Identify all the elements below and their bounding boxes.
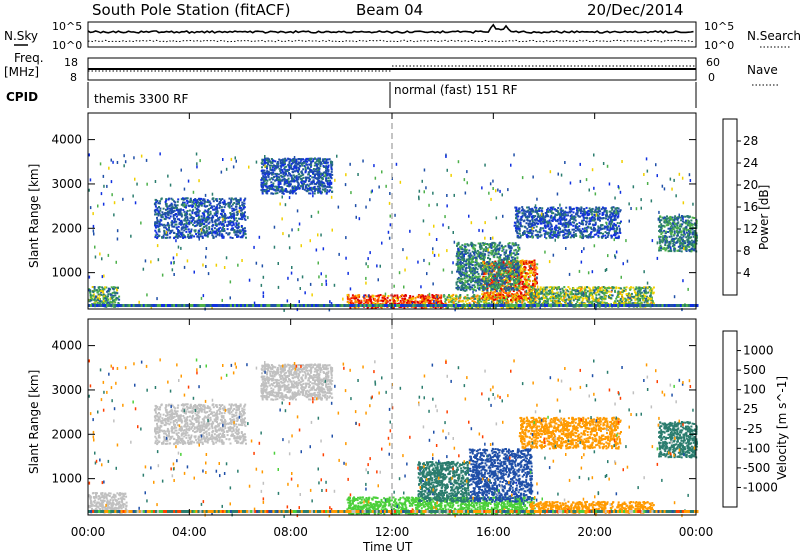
nsky-tick-low: 10^0 (52, 39, 82, 52)
velocity-y-axis: 1000 2000 3000 4000 (51, 339, 696, 486)
nsky-label: N.Sky (4, 29, 38, 43)
nsearch-tick-high: 10^5 (704, 20, 734, 33)
x-axis-label: Time UT (362, 540, 413, 554)
cpid-program-2: normal (fast) 151 RF (394, 83, 518, 97)
x-tick-label: 00:00 (71, 525, 106, 539)
colorbar-tick-label: 20 (743, 178, 758, 192)
scatter-region (260, 157, 334, 195)
nsearch-label: N.Search (747, 29, 800, 43)
cpid-program-1: themis 3300 RF (94, 92, 188, 106)
velocity-heatmap (88, 358, 699, 518)
colorbar-tick-label: -1000 (743, 480, 778, 494)
y-tick-label: 3000 (51, 383, 82, 397)
nsearch-tick-low: 10^0 (704, 39, 734, 52)
velocity-colorbar: -1000 -500 -100 -25 25 100 500 1000 (722, 330, 778, 508)
scatter-region (513, 206, 622, 240)
y-tick-label: 4000 (51, 133, 82, 147)
y-tick-label: 1000 (51, 266, 82, 280)
sparse-echoes (88, 152, 696, 312)
scatter-region (518, 416, 622, 450)
colorbar-tick-label: 100 (743, 383, 766, 397)
x-tick-label: 04:00 (172, 525, 207, 539)
ground-scatter (88, 304, 699, 307)
nave-tick-low: 0 (708, 71, 715, 84)
nsky-tick-high: 10^5 (52, 20, 82, 33)
nsearch-line (87, 39, 694, 43)
power-colorbar-label: Power [dB] (757, 185, 771, 250)
nave-label: Nave (747, 63, 778, 77)
ground-scatter (88, 510, 699, 513)
scatter-region (455, 241, 521, 293)
scatter-region (153, 403, 247, 446)
station-title: South Pole Station (fitACF) (92, 1, 290, 19)
colorbar-tick-label: 1000 (743, 344, 774, 358)
power-ylabel: Slant Range [km] (27, 164, 41, 268)
freq-label-unit: [MHz] (4, 65, 39, 79)
colorbar-frame (722, 118, 738, 296)
scatter-region (658, 215, 698, 253)
y-tick-label: 4000 (51, 339, 82, 353)
colorbar-tick-label: -25 (743, 422, 763, 436)
time-axis: 00:00 04:00 08:00 12:00 16:00 20:00 00:00 (71, 113, 714, 539)
y-tick-label: 3000 (51, 177, 82, 191)
freq-series (88, 65, 696, 72)
velocity-ylabel: Slant Range [km] (27, 370, 41, 474)
colorbar-tick-label: 4 (743, 266, 751, 280)
nsky-line (87, 23, 694, 34)
date-label: 20/Dec/2014 (587, 1, 683, 19)
freq-tick-high: 18 (64, 56, 78, 69)
sparse-echoes (88, 358, 696, 518)
colorbar-frame (722, 330, 738, 508)
power-heatmap (88, 152, 699, 312)
x-tick-label: 00:00 (679, 525, 714, 539)
scatter-region (417, 460, 470, 503)
x-tick-label: 20:00 (577, 525, 612, 539)
y-tick-label: 2000 (51, 221, 82, 235)
colorbar-tick-label: 28 (743, 134, 758, 148)
power-y-axis: 1000 2000 3000 4000 (51, 133, 696, 280)
scatter-region (260, 363, 334, 401)
colorbar-tick-label: 25 (743, 402, 758, 416)
x-tick-label: 08:00 (273, 525, 308, 539)
beam-label: Beam 04 (356, 1, 423, 19)
x-tick-label: 12:00 (375, 525, 410, 539)
colorbar-tick-label: 8 (743, 244, 751, 258)
colorbar-tick-label: 500 (743, 363, 766, 377)
nave-tick-high: 60 (706, 56, 720, 69)
scatter-region (468, 447, 534, 503)
scatter-region (658, 421, 698, 459)
colorbar-tick-label: -100 (743, 441, 770, 455)
power-colorbar: 4 8 12 16 20 24 28 (722, 118, 758, 296)
x-tick-label: 16:00 (476, 525, 511, 539)
colorbar-tick-label: 16 (743, 200, 758, 214)
y-tick-label: 1000 (51, 472, 82, 486)
nsky-panel (87, 21, 697, 48)
colorbar-tick-label: 24 (743, 156, 758, 170)
freq-tick-low: 8 (70, 71, 77, 84)
cpid-label: CPID (6, 90, 38, 104)
velocity-colorbar-label: Velocity [m s^-1] (775, 376, 789, 480)
nsky-series (87, 23, 694, 43)
scatter-region (153, 197, 247, 240)
colorbar-tick-label: -500 (743, 461, 770, 475)
y-tick-label: 2000 (51, 427, 82, 441)
freq-label-top: Freq. (14, 51, 44, 65)
colorbar-tick-label: 12 (743, 222, 758, 236)
